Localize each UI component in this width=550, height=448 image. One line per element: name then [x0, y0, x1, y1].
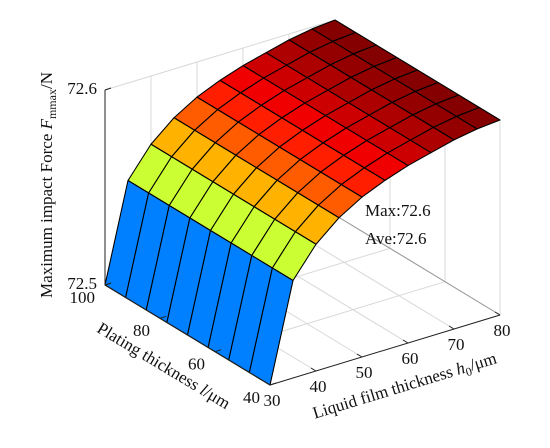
x-tick-label: 50 [356, 363, 373, 382]
x-axis-label-unit: /μm [467, 348, 498, 374]
grid-line [288, 228, 455, 330]
tick-mark [159, 315, 167, 319]
axis-line [104, 284, 271, 386]
y-tick-label: 40 [243, 388, 260, 407]
tick-mark [448, 325, 455, 330]
x-tick-label: 80 [494, 321, 511, 340]
x-tick-label: 60 [402, 349, 419, 368]
annotation: Ave:72.6 [365, 229, 427, 248]
y-tick-label: 80 [133, 321, 150, 340]
tick-mark [269, 382, 277, 386]
tick-mark [402, 339, 409, 344]
x-axis-label-text: Liquid film thickness [310, 361, 459, 423]
y-tick-label: 100 [70, 288, 96, 307]
x-tick-label: 40 [310, 377, 327, 396]
tick-mark [356, 353, 363, 358]
tick-mark [104, 282, 112, 286]
axis-line [269, 314, 501, 386]
tick-mark [214, 349, 222, 353]
tick-mark [104, 87, 112, 91]
z-tick-label: 72.5 [67, 274, 97, 293]
box-edge [334, 214, 501, 316]
z-axis-label-var: F [37, 118, 56, 130]
annotation: Max:72.6 [365, 201, 431, 220]
z-tick-label: 72.6 [67, 79, 97, 98]
x-tick-label: 70 [448, 335, 465, 354]
z-axis-label-text: Maximum impact Force [37, 129, 56, 298]
tick-mark [310, 367, 317, 372]
tick-mark [494, 311, 501, 316]
grid-line [104, 19, 336, 91]
z-axis-label: Maximum impact Force Fmmax/N [37, 72, 59, 298]
x-axis-label-sub: 0 [464, 364, 474, 379]
z-axis-label-sub: mmax [45, 89, 59, 119]
x-tick-label: 30 [264, 391, 281, 410]
y-tick-label: 60 [188, 355, 205, 374]
tick-mark [264, 381, 271, 386]
z-axis-label-unit: /N [37, 72, 56, 89]
